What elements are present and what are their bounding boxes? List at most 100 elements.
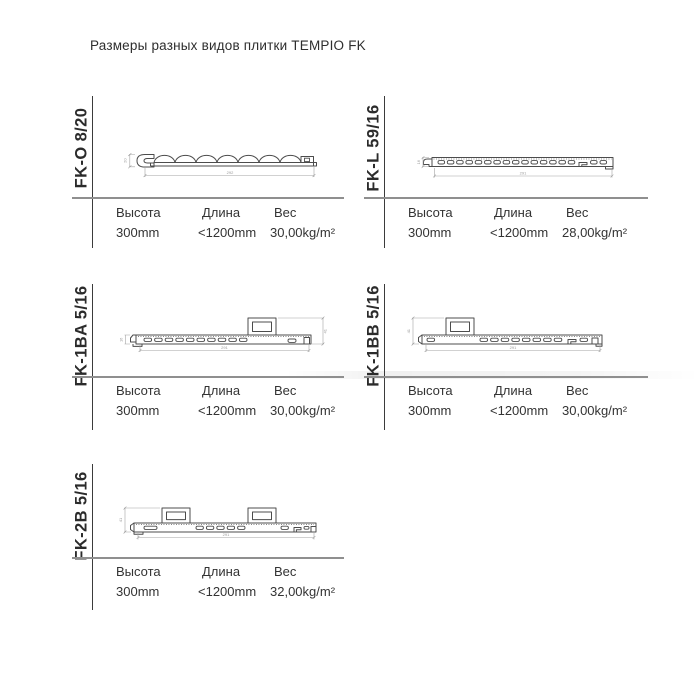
value-height: 300mm xyxy=(116,584,160,599)
col-header-height: Высота xyxy=(408,205,453,220)
page-title: Размеры разных видов плитки TEMPIO FK xyxy=(90,38,366,53)
section-rule-horizontal xyxy=(72,197,344,199)
section-fk-1ba-5-16: FK-1BA 5/16 xyxy=(60,276,346,438)
dim-box-height-label: 41 xyxy=(322,328,327,333)
col-header-weight: Вес xyxy=(566,383,589,398)
profile-cross-section-drawing: 291 41 xyxy=(406,316,603,353)
section-rule-vertical xyxy=(384,284,386,430)
value-weight: 30,00kg/m² xyxy=(270,403,336,418)
value-weight: 32,00kg/m² xyxy=(270,584,336,599)
value-length: <1200mm xyxy=(198,403,257,418)
profile-left-end xyxy=(130,522,135,533)
col-header-length: Длина xyxy=(202,564,241,579)
profile-left-foot xyxy=(132,344,143,347)
section-rule-horizontal xyxy=(72,557,344,559)
col-header-length: Длина xyxy=(494,383,533,398)
section-fk-l-59-16: FK-L 59/16 xyxy=(352,88,652,260)
scan-artifact-band xyxy=(285,371,700,379)
section-label: FK-1BB 5/16 xyxy=(364,285,383,387)
dim-width-lines xyxy=(432,168,614,178)
dim-height-label: 16 xyxy=(416,159,421,164)
col-header-weight: Вес xyxy=(274,564,297,579)
profile-slot xyxy=(599,160,608,165)
value-height: 300mm xyxy=(408,225,452,240)
profile-slot xyxy=(303,525,310,530)
profile-square-hole xyxy=(304,157,310,163)
dim-width-lines xyxy=(424,345,602,353)
profile-slot-row xyxy=(437,160,576,165)
dim-height-lines xyxy=(421,155,429,169)
profile-slot-row xyxy=(479,337,563,342)
col-header-weight: Вес xyxy=(566,205,589,220)
dim-width-label: 291 xyxy=(520,171,527,176)
profile-slot xyxy=(426,337,436,342)
dim-width-label: 291 xyxy=(223,532,230,537)
section-label: FK-2B 5/16 xyxy=(72,471,91,561)
section-label: FK-L 59/16 xyxy=(364,104,383,192)
value-height: 300mm xyxy=(116,403,160,418)
profile-box-inner xyxy=(252,511,272,521)
profile-slot xyxy=(287,338,297,343)
dim-width-label: 291 xyxy=(510,345,517,350)
profile-left-hook xyxy=(423,158,433,167)
profile-right-tab xyxy=(310,526,317,532)
col-header-height: Высота xyxy=(116,383,161,398)
dim-width-label: 291 xyxy=(221,345,228,350)
value-length: <1200mm xyxy=(198,584,257,599)
dim-box-height-label: 41 xyxy=(406,328,411,333)
col-header-length: Длина xyxy=(202,205,241,220)
profile-left-hook xyxy=(136,154,155,168)
section-label: FK-O 8/20 xyxy=(72,107,91,189)
col-header-height: Высота xyxy=(116,205,161,220)
col-header-weight: Вес xyxy=(274,383,297,398)
dim-height-lines xyxy=(124,334,130,345)
dim-box-height-lines xyxy=(411,316,444,346)
value-length: <1200mm xyxy=(490,403,549,418)
section-rule-vertical xyxy=(92,284,94,430)
value-height: 300mm xyxy=(408,403,452,418)
profile-slot xyxy=(280,525,289,530)
dim-box-height-lines xyxy=(278,316,325,346)
dim-box-height-lines xyxy=(123,506,160,534)
value-length: <1200mm xyxy=(198,225,257,240)
section-fk-2b-5-16: FK-2B 5/16 291 41 xyxy=(60,456,346,618)
col-header-length: Длина xyxy=(202,383,241,398)
dim-width-lines xyxy=(136,533,316,540)
section-fk-o-8-20: FK-O 8/20 292 20 Высота Длина Вес 300mm … xyxy=(60,88,346,260)
dim-height-lines xyxy=(127,152,135,169)
col-header-weight: Вес xyxy=(274,205,297,220)
profile-slot-row xyxy=(143,337,248,342)
profile-box-inner xyxy=(252,321,272,332)
value-weight: 28,00kg/m² xyxy=(562,225,628,240)
section-rule-horizontal xyxy=(364,197,648,199)
value-height: 300mm xyxy=(116,225,160,240)
profile-right-step xyxy=(605,166,614,170)
profile-cross-section-drawing: 291 41 xyxy=(118,506,317,540)
profile-hook-cut xyxy=(567,339,577,344)
profile-wave-humps xyxy=(153,154,302,163)
profile-hook-cut xyxy=(578,162,588,167)
dim-width-label: 292 xyxy=(227,170,234,175)
section-fk-1bb-5-16: FK-1BB 5/16 291 41 xyxy=(352,276,652,438)
profile-box-inner xyxy=(450,321,470,332)
value-length: <1200mm xyxy=(490,225,549,240)
col-header-height: Высота xyxy=(408,383,453,398)
profile-cross-section-drawing: 291 41 16 xyxy=(119,316,327,353)
dim-height-label: 16 xyxy=(119,337,124,342)
section-rule-vertical xyxy=(384,96,386,248)
profile-hook-cut xyxy=(293,527,302,532)
profile-right-end xyxy=(591,337,603,347)
dim-width-lines xyxy=(138,345,311,353)
profile-cross-section-drawing: 292 20 xyxy=(123,152,317,178)
dim-box-height-label: 41 xyxy=(118,517,123,522)
profile-slot-row xyxy=(195,525,246,530)
value-weight: 30,00kg/m² xyxy=(270,225,336,240)
dim-height-label: 20 xyxy=(123,158,128,163)
profile-base-line xyxy=(150,162,317,167)
value-weight: 30,00kg/m² xyxy=(562,403,628,418)
section-rule-horizontal xyxy=(364,376,648,378)
profile-left-end xyxy=(418,334,423,345)
dim-width-lines xyxy=(143,167,316,178)
section-label: FK-1BA 5/16 xyxy=(72,285,91,387)
